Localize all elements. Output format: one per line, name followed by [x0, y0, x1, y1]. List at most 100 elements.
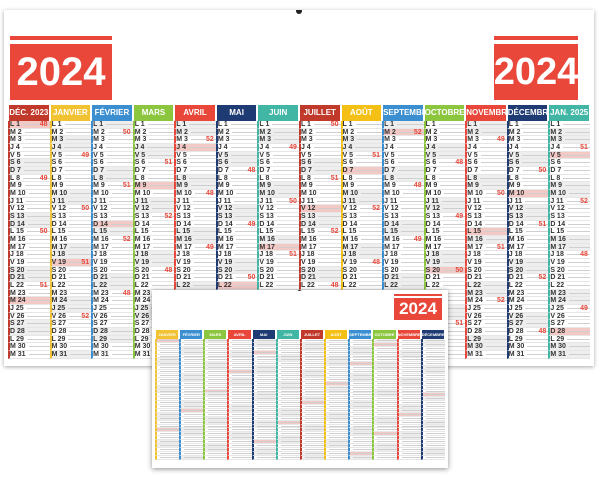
- day-row: [227, 354, 252, 359]
- saint-line: [27, 315, 50, 317]
- saint-line: [232, 456, 252, 458]
- day-row: M 9: [174, 182, 216, 191]
- day-row: [155, 455, 180, 460]
- saint-line: [527, 192, 549, 194]
- day-row: [420, 381, 445, 386]
- day-label: L 15: [425, 228, 440, 236]
- day-row: D 14: [382, 221, 424, 229]
- saint-line: [208, 398, 228, 400]
- saint-line: [151, 254, 175, 256]
- day-row: V 19: [548, 259, 590, 267]
- day-row: [372, 420, 397, 425]
- day-label: S 13: [425, 212, 441, 220]
- saint-line: [377, 398, 397, 400]
- saint-line: [256, 378, 276, 380]
- saint-line: [160, 437, 180, 439]
- saint-line: [526, 261, 549, 263]
- day-row: [348, 428, 373, 433]
- saint-line: [232, 444, 252, 446]
- day-label: J 4: [425, 143, 436, 151]
- day-row: [227, 397, 252, 402]
- day-label: L 22: [134, 281, 149, 289]
- day-label: S 27: [550, 320, 565, 328]
- day-label: V 12: [217, 205, 233, 213]
- saint-line: [443, 330, 466, 332]
- saint-line: [377, 402, 397, 404]
- day-label: L 1: [176, 120, 187, 128]
- month-column: AOÛT: [324, 330, 349, 464]
- day-row: [227, 401, 252, 406]
- saint-line: [184, 448, 204, 450]
- day-row: [348, 339, 373, 343]
- saint-line: [439, 169, 466, 171]
- saint-line: [359, 284, 383, 286]
- saint-line: [232, 378, 252, 380]
- day-row: S 20 50: [423, 267, 466, 275]
- day-row: [372, 339, 397, 343]
- saint-line: [256, 386, 276, 388]
- day-label: L 15: [51, 228, 66, 236]
- day-label: D 28: [550, 327, 566, 335]
- saint-line: [401, 429, 421, 431]
- saint-line: [526, 323, 549, 325]
- day-row: M 30: [506, 343, 549, 352]
- saint-line: [401, 208, 424, 210]
- month-column: JUILLET: [299, 330, 325, 464]
- day-label: L 29: [51, 335, 66, 343]
- saint-line: [280, 437, 300, 439]
- day-row: M 30: [548, 343, 590, 352]
- day-row: [324, 377, 349, 382]
- day-row: J 11: [506, 198, 549, 206]
- day-row: V 19 51: [49, 259, 92, 267]
- day-row: M 10: [506, 190, 549, 198]
- day-row: S 6: [298, 159, 341, 168]
- saint-line: [353, 367, 373, 369]
- day-label: V 19: [217, 258, 233, 266]
- saint-line: [353, 378, 373, 380]
- saint-line: [329, 452, 349, 454]
- saint-line: [377, 359, 397, 361]
- saint-line: [69, 330, 92, 332]
- week-number: 49: [413, 235, 422, 243]
- saint-line: [276, 284, 299, 286]
- day-label: L 1: [550, 120, 561, 128]
- saint-line: [276, 231, 299, 233]
- saint-line: [110, 269, 133, 271]
- day-row: D 14: [548, 221, 590, 229]
- day-label: M 17: [508, 243, 525, 251]
- saint-line: [360, 277, 383, 279]
- day-row: M 17 51: [465, 244, 507, 252]
- saint-line: [208, 371, 228, 373]
- day-row: [396, 366, 421, 371]
- day-row: [203, 374, 228, 378]
- saint-line: [304, 425, 325, 427]
- day-label: J 18: [425, 251, 440, 259]
- day-list: [227, 339, 252, 460]
- saint-line: [110, 330, 133, 332]
- day-row: [324, 362, 349, 367]
- day-label: J 11: [51, 197, 65, 205]
- day-label: V 26: [51, 312, 66, 320]
- saint-line: [317, 200, 341, 202]
- day-row: V 5: [423, 152, 466, 160]
- day-row: M 23: [465, 290, 507, 298]
- day-row: [227, 444, 252, 448]
- saint-line: [189, 177, 216, 179]
- saint-line: [484, 330, 507, 332]
- month-header: DÉC. 2023: [9, 105, 49, 121]
- saint-line: [402, 238, 424, 240]
- saint-line: [527, 246, 549, 248]
- day-label: L 22: [467, 281, 482, 289]
- day-row: [299, 420, 325, 425]
- day-row: [251, 432, 276, 437]
- saint-line: [359, 215, 383, 217]
- saint-line: [401, 390, 421, 392]
- day-label: S 20: [93, 266, 108, 274]
- week-number: 48: [413, 182, 422, 190]
- day-row: L 8: [132, 175, 175, 183]
- month-header: MAI: [216, 105, 257, 121]
- saint-line: [329, 433, 349, 435]
- saint-line: [194, 246, 216, 248]
- day-row: [324, 385, 349, 390]
- day-row: D 28: [465, 328, 507, 336]
